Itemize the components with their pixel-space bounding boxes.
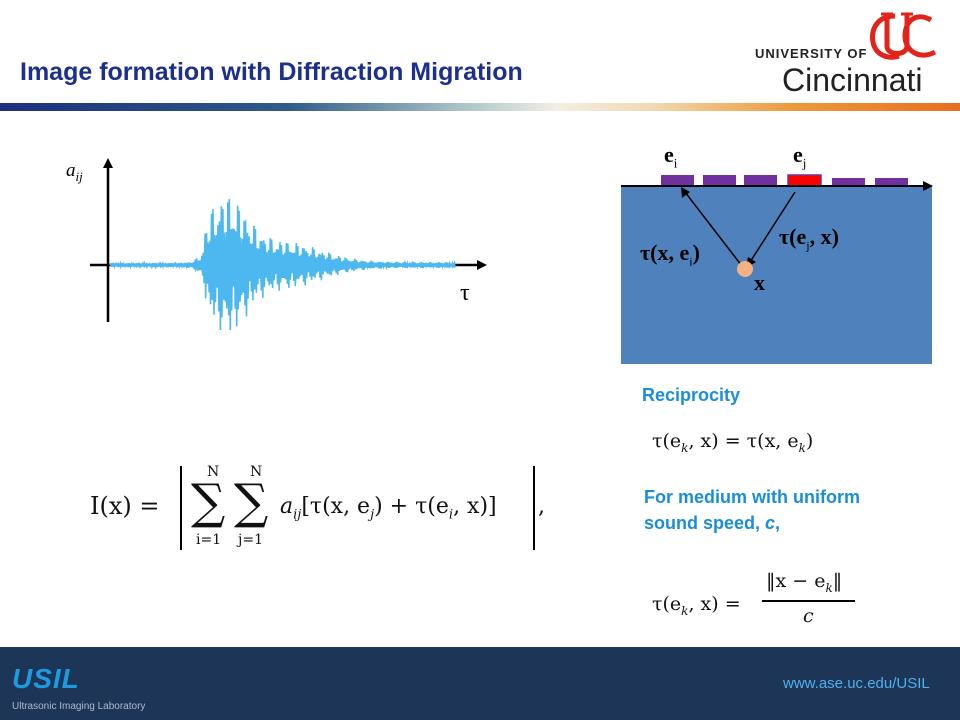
reciprocity-heading: Reciprocity bbox=[642, 385, 741, 405]
usil-subtitle: Ultrasonic Imaging Laboratory bbox=[12, 701, 146, 712]
formula-body: aij[τ(x, ej) + τ(ei, x)] bbox=[280, 494, 497, 523]
sum-j-sign: ∑ bbox=[234, 474, 269, 530]
uc-monogram-icon bbox=[870, 12, 937, 60]
footer-bar bbox=[0, 647, 960, 720]
array-element bbox=[832, 178, 865, 186]
uniform-equation-lhs: τ(ek, x) = bbox=[652, 593, 741, 618]
label-x: x bbox=[754, 270, 765, 295]
sum-j-bottom: j=1 bbox=[238, 532, 263, 548]
header-gradient-bar bbox=[0, 103, 960, 111]
signal-y-arrowhead bbox=[103, 158, 113, 168]
uniform-denominator: c bbox=[803, 605, 814, 627]
university-logo: UNIVERSITY OF Cincinnati bbox=[755, 10, 945, 100]
image-formula: I(x) = N ∑ i=1 N ∑ j=1 aij[τ(x, ej) + τ(… bbox=[90, 462, 560, 552]
formula-lhs: I(x) = bbox=[90, 492, 160, 520]
abs-bar-right bbox=[533, 466, 535, 550]
label-ej: ej bbox=[793, 142, 807, 171]
array-element bbox=[703, 175, 736, 186]
path-x-to-ei bbox=[684, 191, 746, 271]
sum-i-sign: ∑ bbox=[191, 474, 226, 530]
label-ei: ei bbox=[664, 142, 678, 171]
array-medium-diagram bbox=[621, 174, 933, 364]
array-element bbox=[661, 175, 694, 186]
uniform-heading: For medium with uniform sound speed, c, bbox=[644, 487, 860, 533]
signal-trace bbox=[109, 199, 456, 330]
fraction-bar bbox=[762, 600, 855, 602]
signal-plot bbox=[90, 158, 487, 330]
sum-j-top: N bbox=[250, 464, 263, 480]
path-x-to-ei-arrowhead bbox=[681, 187, 690, 198]
signal-y-label: aij bbox=[66, 160, 83, 184]
label-tau-x-ei: τ(x, ei) bbox=[640, 240, 700, 269]
cincinnati-label: Cincinnati bbox=[782, 62, 923, 98]
signal-x-arrowhead bbox=[477, 260, 487, 270]
sum-i-top: N bbox=[207, 464, 220, 480]
scatter-point bbox=[737, 261, 753, 277]
path-ej-to-x bbox=[749, 191, 796, 263]
footer-url-link[interactable]: www.ase.uc.edu/USIL bbox=[783, 675, 930, 692]
array-element bbox=[875, 178, 908, 186]
university-of-label: UNIVERSITY OF bbox=[755, 46, 868, 61]
active-array-element bbox=[787, 174, 822, 187]
usil-logo: USIL bbox=[12, 663, 80, 694]
slide-title: Image formation with Diffraction Migrati… bbox=[20, 58, 523, 86]
label-tau-ej-x: τ(ej, x) bbox=[779, 224, 839, 253]
abs-bar-left bbox=[180, 466, 182, 550]
signal-x-label: τ bbox=[460, 280, 470, 306]
sum-i-bottom: i=1 bbox=[196, 532, 222, 548]
array-element bbox=[744, 175, 777, 186]
reciprocity-equation: τ(ek, x) = τ(x, ek) bbox=[652, 430, 814, 455]
array-axis-arrowhead bbox=[923, 181, 933, 191]
medium-block bbox=[621, 185, 932, 364]
formula-tail: , bbox=[538, 494, 545, 519]
uniform-numerator: ‖x − ek‖ bbox=[766, 570, 843, 595]
